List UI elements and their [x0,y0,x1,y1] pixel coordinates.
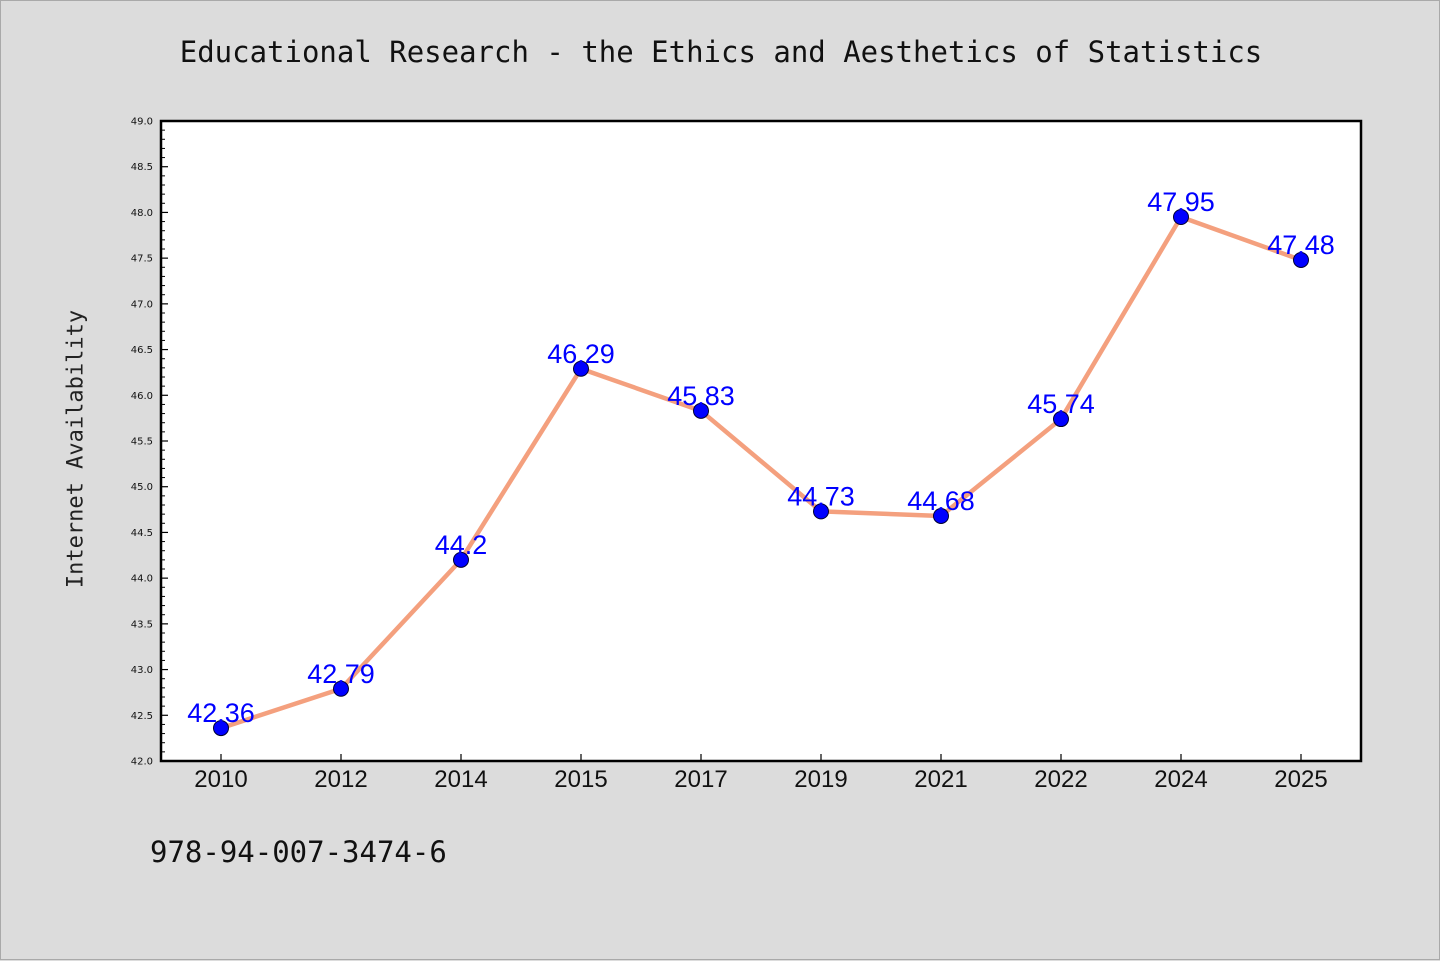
plot-area [161,121,1361,761]
data-label: 46.29 [547,339,615,369]
y-tick-label: 43.0 [131,665,153,676]
data-point [1293,251,1309,268]
x-tick-label: 2015 [554,766,607,793]
y-tick-label: 44.5 [131,528,153,539]
series-group: 42.36 42.79 44.2 46.29 45.83 44.73 44.68 45.74 4… [187,187,1335,737]
y-axis: 42.0 42.5 43.0 43.5 44.0 44.5 45.0 45.5 46.0 46.5… [131,117,168,768]
y-tick-label: 46.5 [131,345,153,356]
y-tick-label: 43.5 [131,619,153,630]
plot-frame [159,119,1363,763]
y-tick-label: 49.0 [131,117,153,128]
data-point [213,720,229,737]
data-label: 45.74 [1027,389,1095,419]
x-tick-label: 2025 [1274,766,1327,793]
data-label: 44.73 [787,481,855,511]
data-label: 47.48 [1267,230,1335,260]
chart-title: Educational Research - the Ethics and Ae… [179,35,1263,69]
x-tick-label: 2019 [794,766,847,793]
y-tick-label: 48.0 [131,208,153,219]
data-point [1173,209,1189,225]
x-tick-label: 2024 [1154,766,1207,793]
y-tick-label: 45.0 [131,482,153,493]
data-point [573,360,589,377]
x-tick-label: 2021 [914,766,967,793]
y-tick-label: 46.0 [131,391,153,402]
y-tick-label: 42.5 [131,711,153,722]
data-point [453,551,469,568]
data-label: 42.36 [187,698,255,728]
y-tick-label: 42.0 [131,757,153,768]
y-tick-label: 45.5 [131,437,153,448]
x-tick-label: 2022 [1034,766,1087,793]
footer-text: 978-94-007-3474-6 [150,835,447,869]
y-tick-label: 47.0 [131,299,153,310]
data-label: 44.68 [907,486,975,516]
x-tick-label: 2014 [434,766,487,793]
x-tick-label: 2012 [314,766,367,793]
data-point [333,680,349,697]
data-point [813,503,829,520]
data-label: 45.83 [667,381,735,411]
data-point [693,402,709,419]
x-tick-label: 2010 [194,766,247,793]
data-label: 42.79 [307,659,375,689]
y-tick-label: 44.0 [131,574,153,585]
data-label: 44.2 [435,530,488,560]
data-point [1053,411,1069,428]
data-point [933,507,949,524]
data-label: 47.95 [1147,187,1215,217]
x-tick-label: 2017 [674,766,727,793]
series-line [220,214,1302,731]
x-axis: 2010 2012 2014 2015 2017 2019 2021 2022 2024 2025 [194,754,1328,793]
y-tick-label: 48.5 [131,162,153,173]
y-tick-label: 47.5 [131,254,153,265]
